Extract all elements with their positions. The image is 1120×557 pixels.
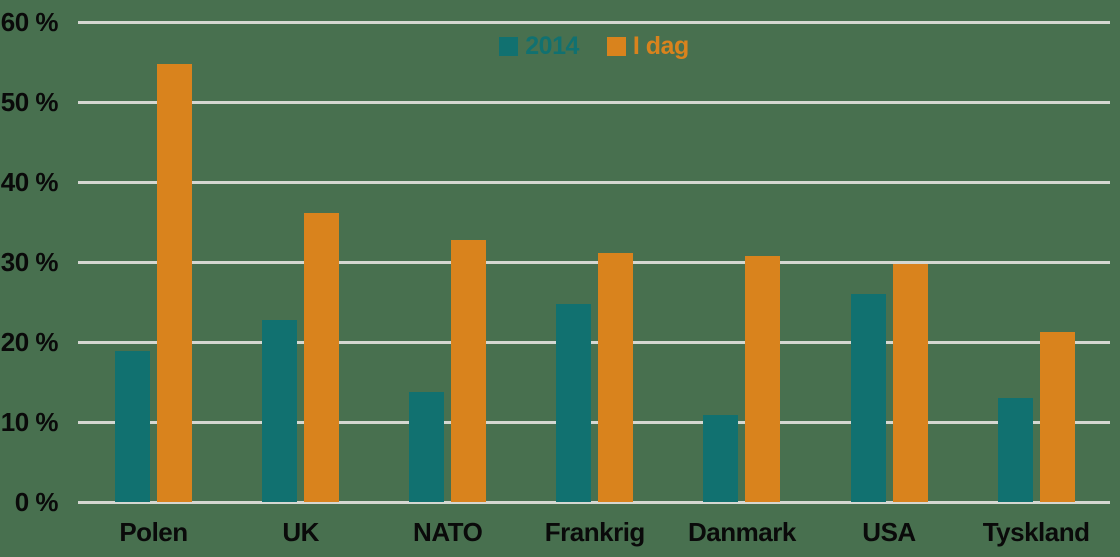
bar-2014-tyskland bbox=[997, 398, 1033, 502]
bar-i-dag-usa bbox=[892, 264, 928, 502]
x-axis-label-polen: Polen bbox=[119, 517, 188, 547]
x-axis-label-uk: UK bbox=[282, 517, 319, 547]
legend-item-2014: 2014 bbox=[499, 33, 579, 59]
bar-i-dag-danmark bbox=[745, 255, 781, 502]
gridline-40 bbox=[78, 180, 1110, 184]
gridline-60 bbox=[78, 20, 1110, 24]
bar-i-dag-nato bbox=[451, 240, 487, 502]
bar-2014-frankrig bbox=[556, 304, 592, 502]
gridline-10 bbox=[78, 420, 1110, 424]
bar-i-dag-uk bbox=[304, 213, 340, 502]
y-axis-label-60: 60 % bbox=[0, 7, 59, 37]
x-axis-label-usa: USA bbox=[862, 517, 916, 547]
gridline-20 bbox=[78, 340, 1110, 344]
bar-i-dag-polen bbox=[157, 64, 192, 502]
legend-label-2014: 2014 bbox=[525, 32, 579, 60]
y-axis-label-0: 0 % bbox=[14, 487, 59, 517]
y-axis-label-20: 20 % bbox=[0, 327, 59, 357]
legend-item-idag: I dag bbox=[606, 32, 689, 60]
gridline-50 bbox=[78, 100, 1110, 104]
y-axis-label-10: 10 % bbox=[0, 407, 59, 437]
bar-i-dag-tyskland bbox=[1039, 332, 1075, 502]
y-axis-label-40: 40 % bbox=[0, 167, 59, 197]
y-axis-label-30: 30 % bbox=[0, 247, 59, 277]
legend-swatch-idag-icon bbox=[606, 36, 626, 56]
chart-legend: 2014 I dag bbox=[78, 33, 1110, 59]
bar-2014-polen bbox=[115, 350, 150, 502]
bar-2014-uk bbox=[262, 319, 298, 502]
gridline-0 bbox=[78, 500, 1110, 504]
legend-swatch-2014-icon bbox=[499, 36, 519, 56]
x-axis-label-nato: NATO bbox=[413, 517, 483, 547]
bar-2014-nato bbox=[409, 391, 445, 502]
gridline-30 bbox=[78, 260, 1110, 264]
x-axis-label-frankrig: Frankrig bbox=[544, 517, 646, 547]
x-axis-label-tyskland: Tyskland bbox=[982, 517, 1090, 547]
y-axis-label-50: 50 % bbox=[0, 87, 59, 117]
bar-i-dag-frankrig bbox=[598, 253, 634, 502]
bar-2014-usa bbox=[850, 294, 886, 502]
bar-2014-danmark bbox=[703, 414, 739, 502]
x-axis-label-danmark: Danmark bbox=[688, 517, 796, 547]
legend-label-idag: I dag bbox=[632, 32, 689, 60]
